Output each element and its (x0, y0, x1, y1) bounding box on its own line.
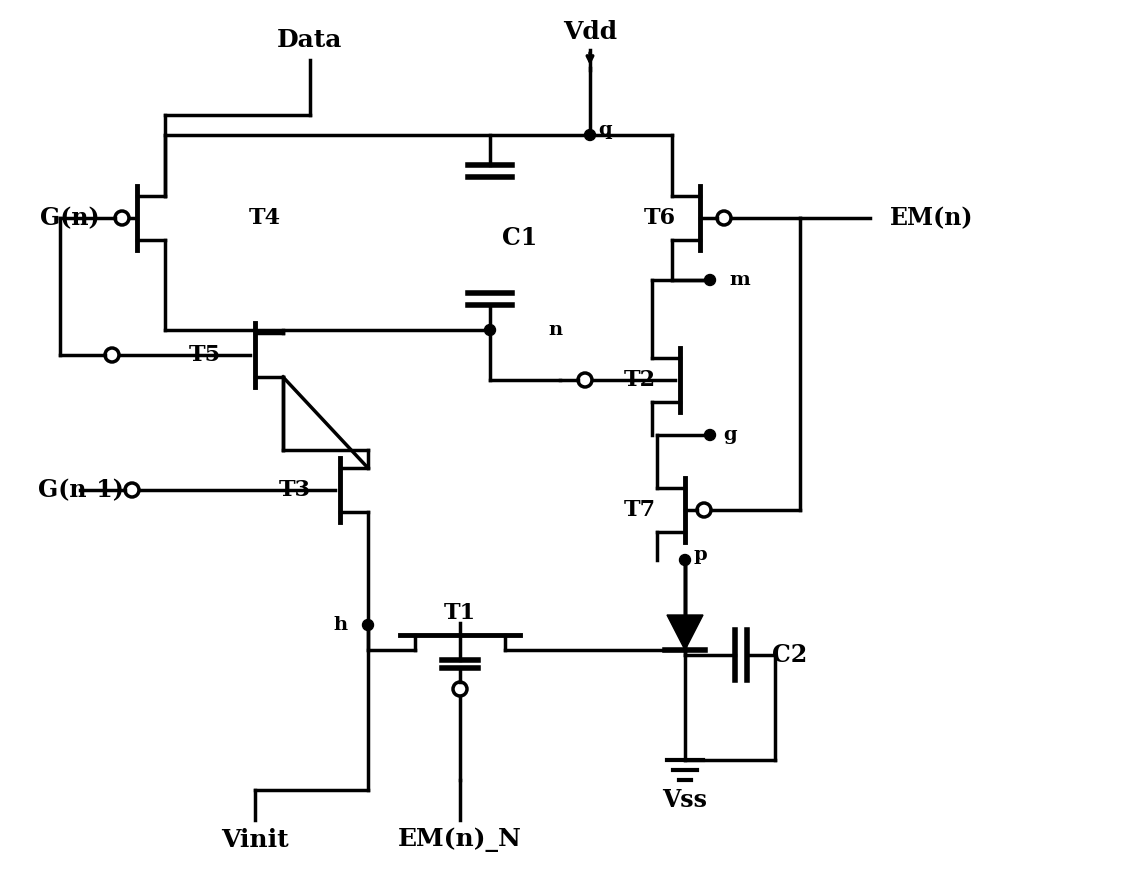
Text: T4: T4 (249, 207, 280, 229)
Text: n: n (547, 321, 562, 339)
Text: T7: T7 (624, 499, 656, 521)
Circle shape (705, 274, 716, 286)
Text: C2: C2 (772, 643, 808, 667)
Circle shape (484, 325, 495, 335)
Text: T1: T1 (444, 602, 476, 624)
Polygon shape (667, 615, 703, 650)
Text: Data: Data (277, 28, 343, 52)
Circle shape (705, 429, 716, 441)
Text: h: h (334, 616, 348, 634)
Text: m: m (729, 271, 750, 289)
Text: g: g (723, 426, 736, 444)
Text: T2: T2 (624, 369, 656, 391)
Text: EM(n)_N: EM(n)_N (398, 827, 521, 852)
Text: EM(n): EM(n) (890, 206, 974, 230)
Text: C1: C1 (502, 226, 537, 250)
Circle shape (585, 129, 596, 141)
Text: T3: T3 (279, 479, 311, 501)
Text: q: q (598, 121, 612, 139)
Text: G(n): G(n) (40, 206, 100, 230)
Text: T5: T5 (189, 344, 221, 366)
Text: Vss: Vss (663, 788, 708, 812)
Text: Vdd: Vdd (563, 20, 618, 44)
Circle shape (363, 620, 373, 630)
Text: T6: T6 (644, 207, 676, 229)
Text: p: p (693, 546, 707, 564)
Circle shape (680, 555, 691, 566)
Text: G(n-1): G(n-1) (38, 478, 124, 502)
Text: Vinit: Vinit (222, 828, 288, 852)
